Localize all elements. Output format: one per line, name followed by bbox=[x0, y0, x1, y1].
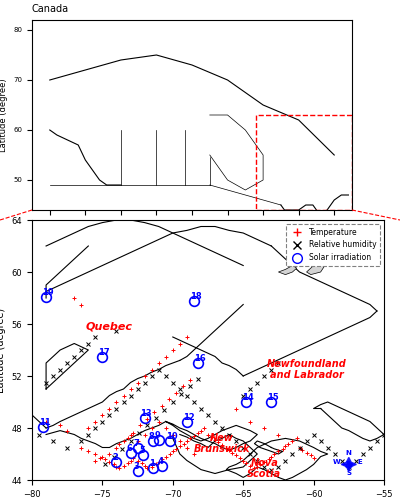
Polygon shape bbox=[306, 262, 325, 274]
Text: 6: 6 bbox=[126, 444, 132, 453]
X-axis label: Longitude (degree): Longitude (degree) bbox=[152, 232, 232, 240]
Text: 4: 4 bbox=[157, 457, 163, 466]
Text: N: N bbox=[346, 450, 352, 456]
Text: Canada: Canada bbox=[32, 4, 69, 14]
Text: E: E bbox=[357, 460, 362, 466]
Text: 2: 2 bbox=[112, 453, 118, 462]
Text: Nova
Scotia: Nova Scotia bbox=[247, 458, 281, 479]
Polygon shape bbox=[278, 266, 297, 274]
Polygon shape bbox=[341, 458, 356, 471]
Text: New
Brunswick: New Brunswick bbox=[194, 433, 250, 454]
Text: S: S bbox=[346, 470, 351, 476]
Text: 15: 15 bbox=[267, 393, 279, 402]
Bar bbox=[256, 115, 352, 210]
Text: Quebec: Quebec bbox=[86, 322, 133, 332]
Y-axis label: Latitude (degree): Latitude (degree) bbox=[0, 78, 8, 152]
Text: 19: 19 bbox=[42, 288, 54, 296]
Text: 9: 9 bbox=[154, 430, 160, 440]
Text: 5: 5 bbox=[139, 446, 145, 456]
Text: Newfoundland
and Labrador: Newfoundland and Labrador bbox=[267, 358, 346, 380]
Text: 17: 17 bbox=[98, 348, 110, 356]
Legend: Temperature, Relative humidity, Solar irradiation: Temperature, Relative humidity, Solar ir… bbox=[286, 224, 380, 266]
Text: 14: 14 bbox=[242, 393, 254, 402]
Text: 12: 12 bbox=[183, 412, 194, 422]
Text: 11: 11 bbox=[39, 418, 51, 427]
Text: 1: 1 bbox=[149, 460, 155, 468]
Polygon shape bbox=[210, 115, 263, 190]
Text: 7: 7 bbox=[133, 438, 139, 448]
Text: 3: 3 bbox=[133, 462, 139, 471]
Text: 10: 10 bbox=[166, 432, 177, 441]
Text: 18: 18 bbox=[190, 292, 201, 300]
Text: 16: 16 bbox=[194, 354, 206, 363]
Text: 8: 8 bbox=[149, 432, 155, 441]
Text: W: W bbox=[333, 460, 341, 466]
Y-axis label: Latitude (degree): Latitude (degree) bbox=[0, 308, 6, 392]
Text: 13: 13 bbox=[140, 408, 152, 418]
